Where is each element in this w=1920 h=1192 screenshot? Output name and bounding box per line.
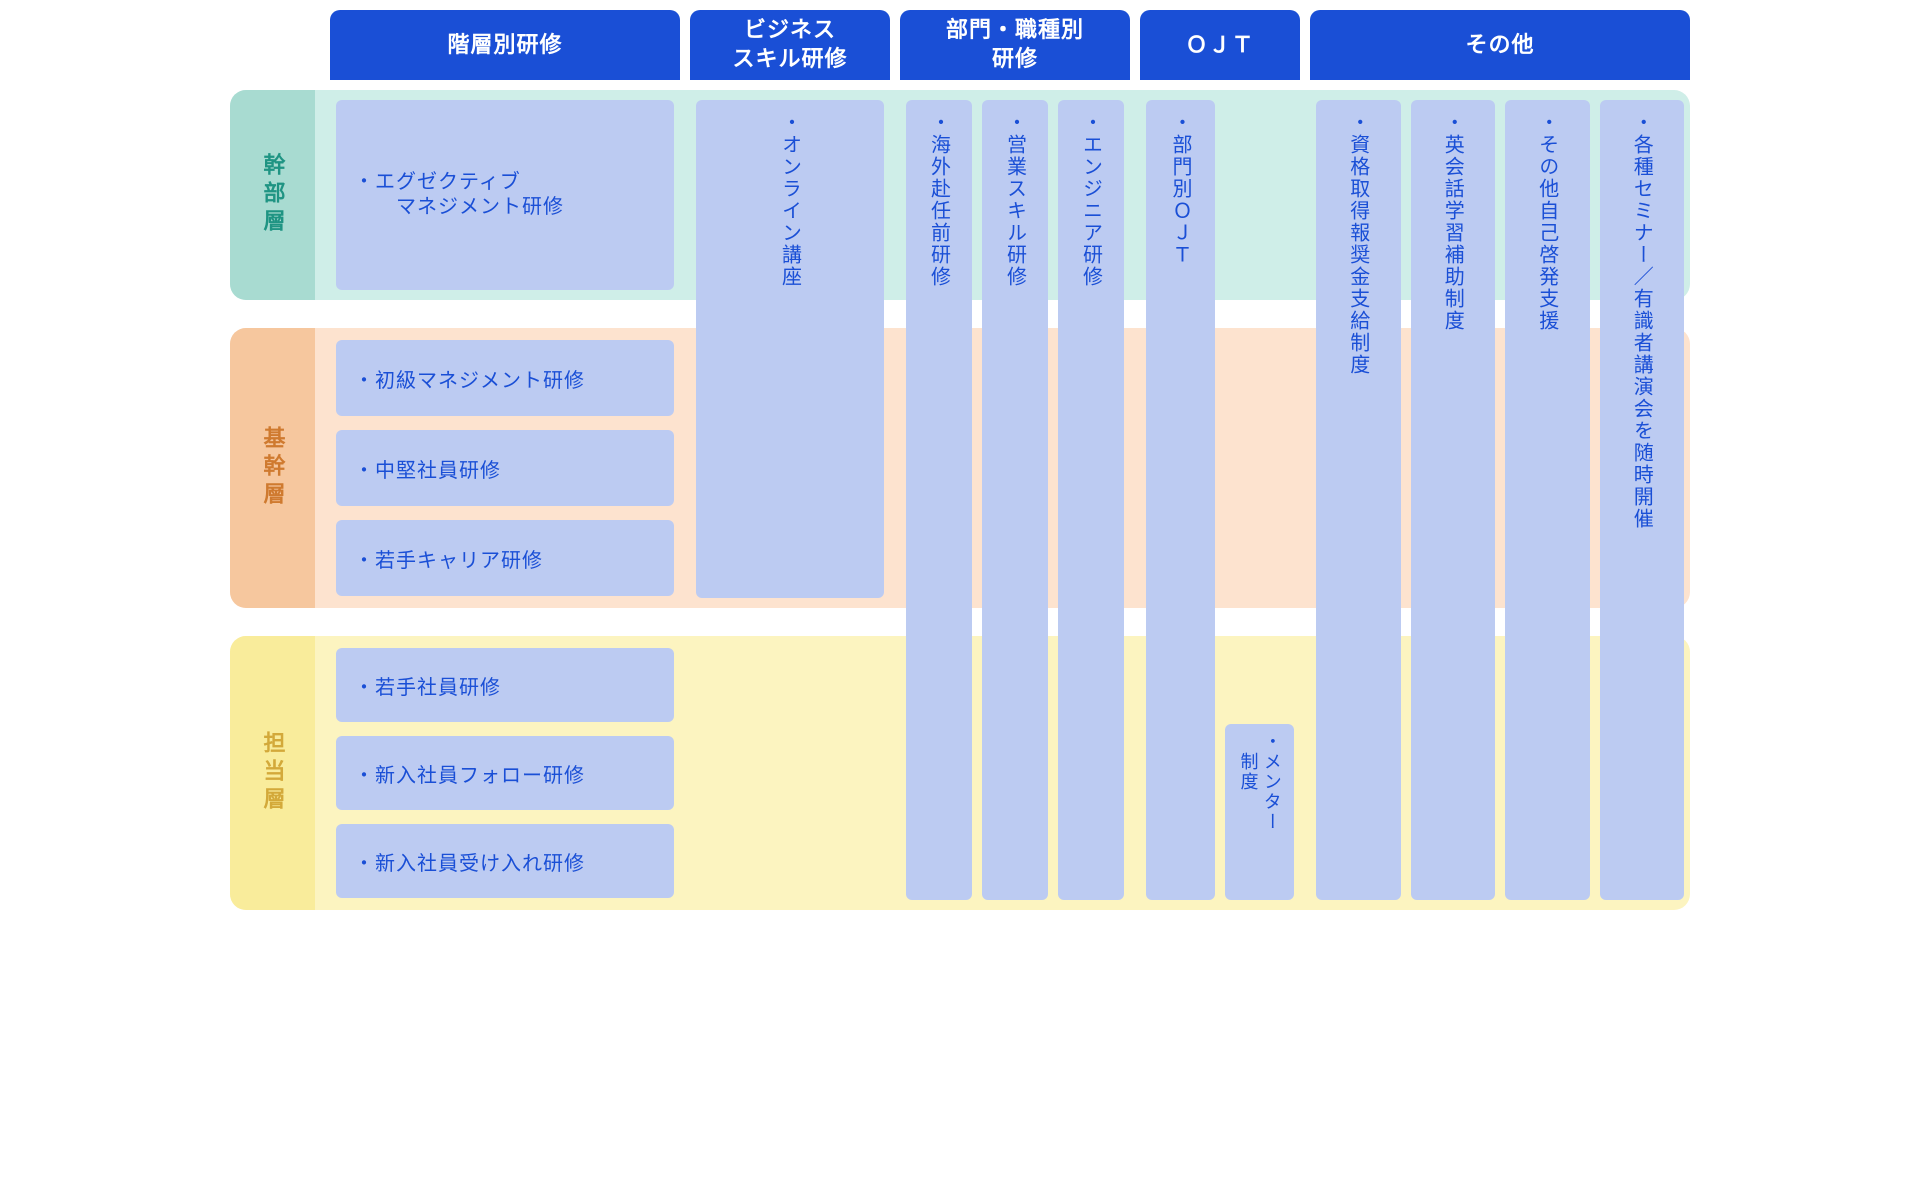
hierarchy-staff-box-1: ・新入社員フォロー研修 [336,736,674,810]
dept-vbox-1: ・営業スキル研修 [982,100,1048,900]
ojt-mentor-text: ・メンター 制度 [1236,732,1283,832]
hierarchy-core-box-2: ・若手キャリア研修 [336,520,674,596]
ojt-vbox-0: ・部門別ＯＪＴ [1146,100,1215,900]
hierarchy-staff-box-0: ・若手社員研修 [336,648,674,722]
row-label-text-executives: 幹部層 [257,153,289,237]
row-label-text-staff: 担当層 [257,731,289,815]
row-label-executives: 幹部層 [230,90,315,300]
dept-vbox-text-0: ・海外赴任前研修 [925,112,954,288]
hierarchy-core-box-0: ・初級マネジメント研修 [336,340,674,416]
hierarchy-exec-box: ・エグゼクティブ マネジメント研修 [336,100,674,290]
header-other: その他 [1310,10,1690,80]
other-vbox-text-2: ・その他自己啓発支援 [1533,112,1562,332]
header-hierarchy: 階層別研修 [330,10,680,80]
other-vbox-0: ・資格取得報奨金支給制度 [1316,100,1401,900]
other-vbox-2: ・その他自己啓発支援 [1505,100,1590,900]
header-business: ビジネス スキル研修 [690,10,890,80]
dept-vbox-0: ・海外赴任前研修 [906,100,972,900]
hierarchy-staff-box-2: ・新入社員受け入れ研修 [336,824,674,898]
other-vbox-text-3: ・各種セミナー／有識者講演会を随時開催 [1627,112,1656,530]
dept-vbox-text-1: ・営業スキル研修 [1001,112,1030,288]
other-vbox-3: ・各種セミナー／有識者講演会を随時開催 [1600,100,1685,900]
other-vbox-1: ・英会話学習補助制度 [1411,100,1496,900]
ojt-mentor-box: ・メンター 制度 [1225,724,1294,900]
dept-vbox-2: ・エンジニア研修 [1058,100,1124,900]
business-vbox-text-0: ・オンライン講座 [776,112,805,288]
row-label-core: 基幹層 [230,328,315,608]
header-dept: 部門・職種別 研修 [900,10,1130,80]
row-label-text-core: 基幹層 [257,426,289,510]
business-vbox-0: ・オンライン講座 [696,100,884,598]
hierarchy-core-box-1: ・中堅社員研修 [336,430,674,506]
other-vbox-text-0: ・資格取得報奨金支給制度 [1344,112,1373,376]
header-ojt: ＯＪＴ [1140,10,1300,80]
row-label-staff: 担当層 [230,636,315,910]
ojt-vbox-text-0: ・部門別ＯＪＴ [1166,112,1195,266]
dept-vbox-text-2: ・エンジニア研修 [1077,112,1106,288]
other-vbox-text-1: ・英会話学習補助制度 [1438,112,1467,332]
